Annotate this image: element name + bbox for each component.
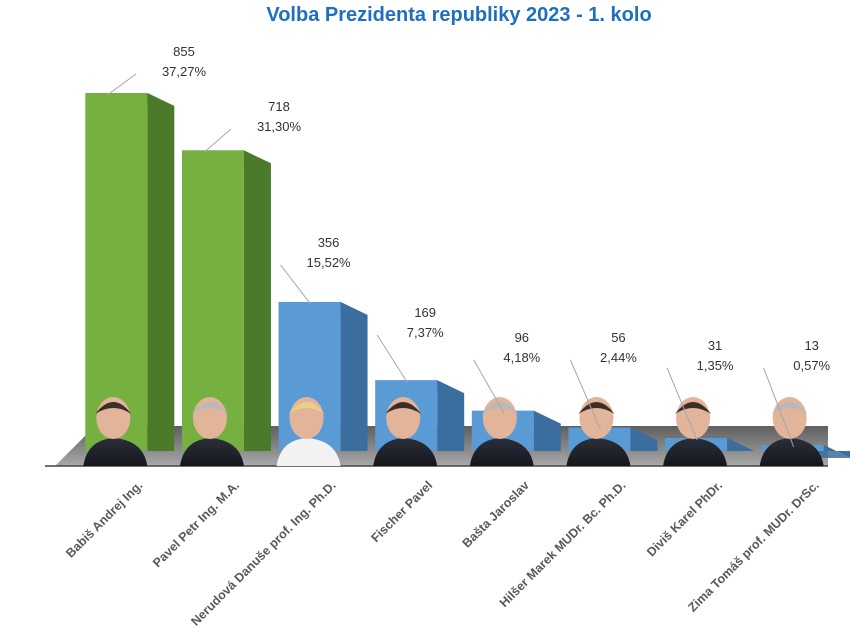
category-label-1: Babiš Andrej Ing. xyxy=(63,478,145,560)
photo-hair-6 xyxy=(578,402,615,414)
value-label-4: 169 xyxy=(414,305,436,320)
bar-side-2 xyxy=(243,150,271,451)
leader-line-3 xyxy=(280,264,311,305)
value-label-3: 356 xyxy=(318,235,340,250)
candidate-photo-3 xyxy=(276,397,341,466)
bar-side-3 xyxy=(340,301,368,451)
value-label-7: 31 xyxy=(708,338,722,353)
leader-line-5 xyxy=(473,359,505,414)
candidate-photo-7 xyxy=(663,397,728,466)
value-label-1: 855 xyxy=(173,44,195,59)
candidate-photo-4 xyxy=(373,397,438,466)
percent-label-8: 0,57% xyxy=(793,358,830,373)
photo-body-4 xyxy=(373,438,438,466)
leader-line-1 xyxy=(107,73,137,96)
candidate-photo-8 xyxy=(759,397,824,466)
bar-side-1 xyxy=(147,93,175,451)
photo-hair-8 xyxy=(771,402,808,414)
percent-label-3: 15,52% xyxy=(307,255,352,270)
percent-label-5: 4,18% xyxy=(503,350,540,365)
candidate-photo-1 xyxy=(83,397,148,466)
leader-line-2 xyxy=(203,128,232,153)
photo-body-8 xyxy=(759,438,824,466)
photo-body-5 xyxy=(469,438,534,466)
candidate-photo-2 xyxy=(179,397,244,466)
photo-body-2 xyxy=(179,438,244,466)
bar-side-4 xyxy=(437,380,465,451)
percent-label-4: 7,37% xyxy=(407,325,444,340)
chart-title: Volba Prezidenta republiky 2023 - 1. kol… xyxy=(266,4,652,26)
leader-line-6 xyxy=(569,359,601,430)
category-label-5: Bašta Jaroslav xyxy=(460,478,532,550)
value-label-8: 13 xyxy=(804,338,818,353)
photo-body-6 xyxy=(566,438,631,466)
leader-line-8 xyxy=(763,367,795,448)
percent-label-6: 2,44% xyxy=(600,350,637,365)
photo-hair-3 xyxy=(288,402,325,414)
category-label-4: Fischer Pavel xyxy=(368,478,435,545)
photo-body-1 xyxy=(83,438,148,466)
category-label-2: Pavel Petr Ing. M.A. xyxy=(150,478,242,570)
percent-label-1: 37,27% xyxy=(162,64,207,79)
category-label-7: Diviš Karel PhDr. xyxy=(644,478,725,559)
candidate-photo-5 xyxy=(469,397,534,466)
photo-body-7 xyxy=(663,438,728,466)
leader-line-7 xyxy=(666,367,698,441)
photo-hair-5 xyxy=(481,402,518,414)
leader-line-4 xyxy=(376,334,408,383)
bar-1 xyxy=(85,93,175,451)
photo-hair-7 xyxy=(675,402,712,414)
bar-3 xyxy=(278,301,368,451)
bar-2 xyxy=(181,150,271,451)
photo-hair-4 xyxy=(385,402,422,414)
percent-label-7: 1,35% xyxy=(697,358,734,373)
bar-front-1 xyxy=(85,93,148,451)
value-label-5: 96 xyxy=(515,330,529,345)
photo-hair-2 xyxy=(191,402,228,414)
percent-label-2: 31,30% xyxy=(257,119,302,134)
value-label-2: 718 xyxy=(268,99,290,114)
photo-body-3 xyxy=(276,438,341,466)
value-label-6: 56 xyxy=(611,330,625,345)
candidate-photo-6 xyxy=(566,397,631,466)
photo-hair-1 xyxy=(95,402,132,414)
